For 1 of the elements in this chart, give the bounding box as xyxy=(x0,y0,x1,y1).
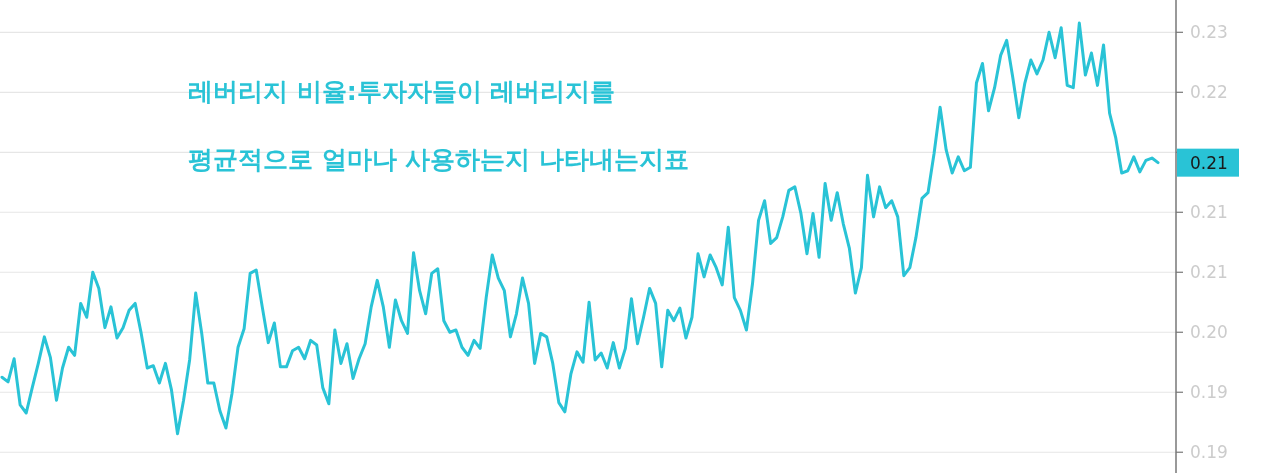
chart-title: 레버리지 비율:투자자들이 레버리지를 평균적으로 얼마나 사용하는지 나타내는지표 xyxy=(188,77,690,174)
